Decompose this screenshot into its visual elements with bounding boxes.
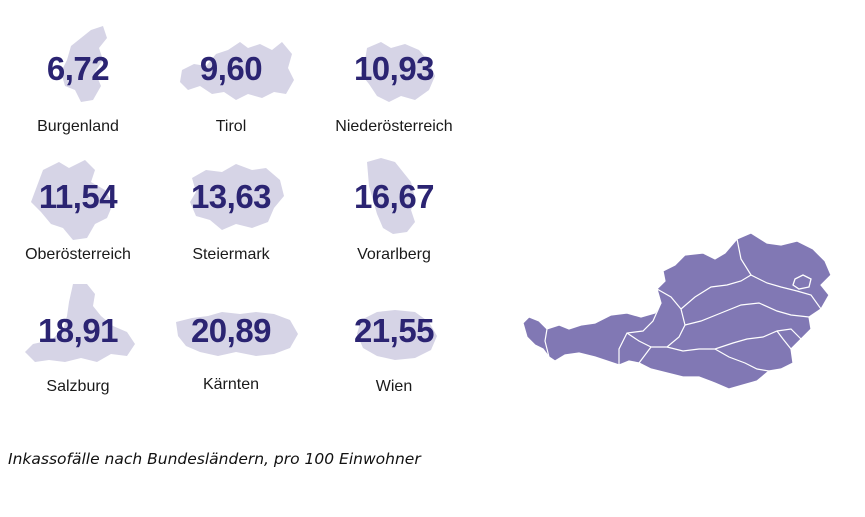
tirol-silhouette <box>180 42 294 100</box>
state-tile-wien: 21,55 Wien <box>319 282 469 402</box>
austria-outline <box>522 232 832 390</box>
state-tile-steiermark: 13,63 Steiermark <box>156 148 306 268</box>
state-tile-salzburg: 18,91 Salzburg <box>3 282 153 402</box>
wien-outline <box>792 274 812 290</box>
state-name: Burgenland <box>37 118 119 135</box>
austria-map <box>522 232 832 390</box>
state-name: Tirol <box>215 118 247 135</box>
state-tile-niederoesterreich: 10,93 Niederösterreich <box>319 20 469 140</box>
state-name: Kärnten <box>202 376 260 393</box>
state-tile-burgenland: 6,72 Burgenland <box>3 20 153 140</box>
state-value: 18,91 <box>37 312 119 349</box>
state-name: Salzburg <box>46 378 110 395</box>
burgenland-silhouette <box>61 26 107 102</box>
state-tile-tirol: 9,60 Tirol <box>156 20 306 140</box>
state-name: Vorarlberg <box>357 246 431 263</box>
state-tile-oberoesterreich: 11,54 Oberösterreich <box>3 148 153 268</box>
state-value: 9,60 <box>199 50 263 87</box>
state-value: 20,89 <box>190 312 272 349</box>
wien-silhouette <box>357 310 437 360</box>
oberoesterreich-silhouette <box>31 160 113 240</box>
vorarlberg-silhouette <box>367 158 415 234</box>
state-name: Steiermark <box>192 246 270 263</box>
state-tile-kaernten: 20,89 Kärnten <box>156 282 306 402</box>
state-borders <box>544 238 822 372</box>
state-value: 6,72 <box>46 50 110 87</box>
steiermark-silhouette <box>190 164 284 230</box>
map-caption: Inkassofälle nach Bundesländern, pro 100… <box>8 450 421 468</box>
state-name: Oberösterreich <box>25 246 131 263</box>
kaernten-silhouette <box>176 312 298 356</box>
state-value: 10,93 <box>353 50 435 87</box>
salzburg-silhouette <box>25 284 135 362</box>
state-tile-vorarlberg: 16,67 Vorarlberg <box>319 148 469 268</box>
state-name: Niederösterreich <box>335 118 453 135</box>
state-name: Wien <box>375 378 413 395</box>
state-value: 16,67 <box>353 178 435 215</box>
niederoesterreich-silhouette <box>361 42 435 102</box>
state-value: 13,63 <box>190 178 272 215</box>
state-value: 21,55 <box>353 312 435 349</box>
state-value: 11,54 <box>38 178 118 215</box>
